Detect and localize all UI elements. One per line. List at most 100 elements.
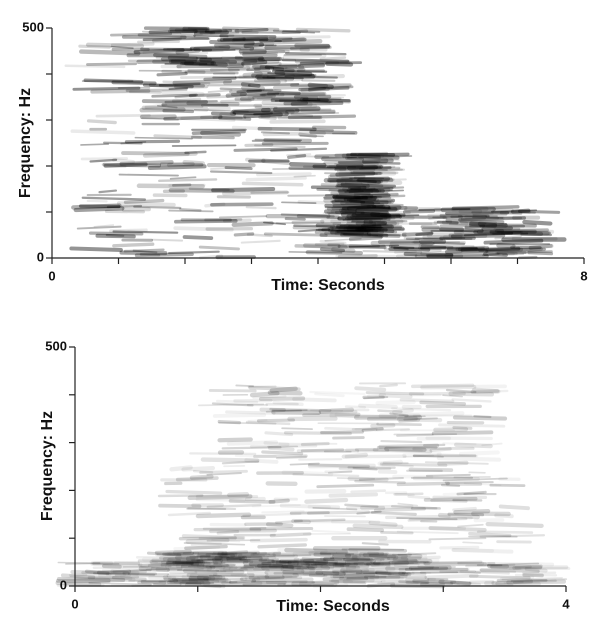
streak — [199, 57, 230, 64]
streak — [263, 232, 328, 237]
streak — [173, 578, 210, 584]
streak — [152, 37, 182, 43]
streak — [321, 156, 389, 163]
streak — [222, 38, 282, 43]
streak — [418, 244, 475, 248]
streak — [243, 112, 283, 119]
streak — [332, 570, 392, 576]
streak — [336, 225, 367, 230]
streak — [367, 179, 389, 185]
streak — [277, 63, 325, 67]
streak — [356, 179, 377, 184]
streak — [349, 169, 376, 172]
streak — [289, 462, 320, 466]
streak — [355, 207, 398, 213]
streak — [228, 88, 274, 93]
streak — [165, 560, 201, 565]
streak — [172, 79, 233, 85]
streak — [170, 59, 237, 64]
streak — [299, 581, 338, 587]
streak — [272, 83, 329, 90]
streak — [293, 518, 346, 523]
streak — [102, 564, 122, 569]
streak — [257, 563, 294, 570]
streak — [381, 463, 414, 468]
streak — [249, 391, 280, 398]
streak — [350, 171, 383, 175]
streak — [398, 411, 465, 418]
streak — [286, 153, 312, 157]
streak — [313, 561, 371, 566]
streak — [184, 150, 207, 154]
streak — [337, 195, 373, 202]
streak — [84, 569, 110, 576]
streak — [166, 161, 195, 168]
spectrogram-texture — [55, 382, 571, 589]
streak — [116, 201, 176, 207]
streak — [240, 239, 281, 244]
streak — [339, 562, 385, 568]
streak — [377, 459, 403, 466]
streak — [243, 42, 265, 49]
streak — [324, 206, 392, 210]
streak — [342, 155, 385, 159]
streak — [110, 45, 134, 50]
streak — [464, 215, 505, 221]
streak — [346, 213, 401, 219]
streak — [111, 80, 157, 86]
streak — [340, 568, 363, 574]
streak — [86, 62, 138, 66]
streak — [195, 512, 252, 519]
streak — [436, 455, 502, 462]
streak — [217, 437, 253, 443]
streak — [137, 579, 178, 584]
streak — [123, 248, 165, 253]
streak — [363, 219, 387, 225]
streak — [296, 214, 340, 220]
streak — [134, 136, 193, 140]
streak — [375, 557, 440, 563]
streak — [372, 448, 433, 454]
streak — [412, 579, 457, 584]
streak — [299, 97, 352, 104]
streak — [496, 250, 553, 255]
streak — [330, 189, 374, 195]
y-tick-label: 500 — [45, 338, 67, 353]
streak — [499, 211, 523, 215]
streak — [242, 561, 299, 566]
streak — [361, 427, 384, 432]
streak — [469, 221, 498, 228]
streak — [198, 403, 265, 407]
streak — [157, 494, 204, 498]
streak — [250, 580, 315, 584]
streak — [220, 556, 242, 560]
streak — [158, 503, 202, 509]
streak — [98, 189, 118, 194]
streak — [369, 195, 392, 199]
streak — [479, 568, 540, 573]
x-tick-label: 0 — [71, 596, 78, 611]
streak — [440, 483, 461, 488]
streak — [188, 563, 246, 567]
streak — [346, 164, 383, 171]
streak — [110, 569, 140, 575]
streak — [328, 229, 384, 234]
streak — [402, 454, 434, 459]
streak — [93, 224, 115, 228]
streak — [92, 565, 149, 569]
streak — [293, 73, 345, 80]
streak — [102, 162, 162, 168]
streak — [167, 55, 198, 61]
streak — [495, 228, 549, 233]
streak — [199, 553, 236, 560]
streak — [380, 439, 423, 444]
streak — [141, 105, 209, 112]
streak — [162, 80, 211, 85]
streak — [457, 523, 484, 528]
streak — [439, 227, 484, 233]
streak — [206, 94, 266, 99]
streak — [343, 227, 388, 232]
streak — [340, 233, 364, 237]
streak — [342, 233, 379, 237]
streak — [326, 209, 390, 214]
